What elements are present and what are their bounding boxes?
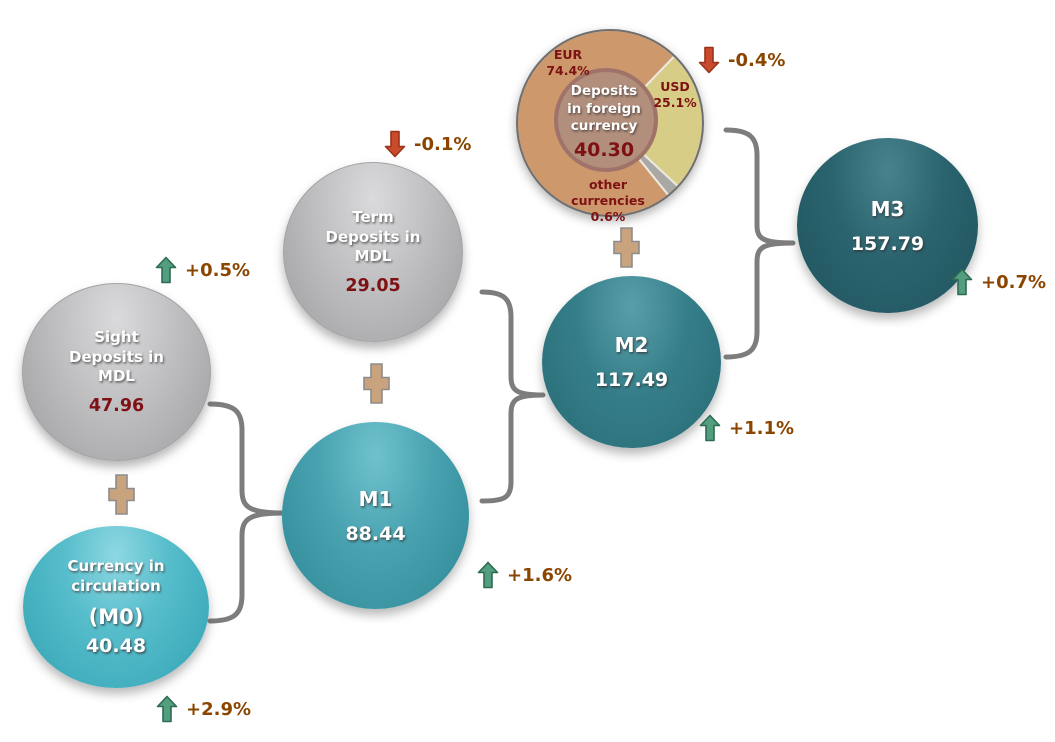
- change-indicator-sight-deposits: +0.5%: [155, 256, 250, 284]
- up-arrow-icon: [155, 256, 177, 284]
- other-currencies-percent: 0.6%: [590, 209, 626, 224]
- plus-icon: [363, 363, 390, 404]
- title-line: currency: [570, 118, 638, 135]
- sight-deposits-value: 47.96: [88, 396, 145, 417]
- title-line: Deposits in: [325, 227, 421, 246]
- change-indicator-m1: +1.6%: [477, 561, 572, 589]
- term-deposits-value: 29.05: [345, 276, 401, 297]
- eur-slice-label: EUR 74.4%: [541, 47, 595, 79]
- sight-deposits-node: Sight Deposits in MDL 47.96: [22, 283, 211, 461]
- title-line: Currency in: [67, 556, 165, 575]
- change-value: +1.6%: [507, 564, 573, 586]
- eur-label: EUR: [553, 47, 583, 62]
- m0-title: Currency in circulation: [67, 557, 164, 597]
- up-arrow-icon: [477, 561, 499, 589]
- title-line: Deposits: [570, 83, 638, 100]
- title-line: Term: [352, 207, 394, 226]
- m1-label: M1: [358, 486, 393, 511]
- change-value: -0.1%: [414, 133, 472, 155]
- change-indicator-m3: +0.7%: [951, 268, 1046, 296]
- foreign-deposits-value: 40.30: [573, 138, 635, 161]
- down-arrow-icon: [384, 130, 406, 158]
- change-value: +2.9%: [186, 698, 252, 720]
- change-value: -0.4%: [728, 49, 786, 71]
- plus-icon: [108, 474, 135, 515]
- m3-node: M3 157.79: [797, 138, 978, 313]
- m0-node: Currency in circulation (M0) 40.48: [23, 526, 209, 688]
- brace-foreign-m2-to-m3: [723, 127, 796, 360]
- change-indicator-term-deposits: -0.1%: [384, 130, 471, 158]
- other-currencies-label: other currencies: [571, 177, 645, 208]
- title-line: Sight: [94, 327, 139, 346]
- sight-deposits-title: Sight Deposits in MDL: [69, 328, 164, 387]
- foreign-currency-donut-chart: [516, 29, 704, 218]
- brace-m0-sight-to-m1: [207, 401, 286, 624]
- usd-percent: 25.1%: [653, 95, 697, 110]
- title-line: MDL: [354, 247, 392, 266]
- title-line: MDL: [98, 367, 135, 386]
- eur-percent: 74.4%: [546, 63, 590, 78]
- title-line: Deposits in: [69, 347, 164, 366]
- m3-label: M3: [870, 196, 905, 221]
- usd-slice-label: USD 25.1%: [649, 79, 701, 111]
- foreign-deposits-center: Deposits in foreign currency 40.30: [552, 73, 656, 171]
- term-deposits-title: Term Deposits in MDL: [326, 208, 421, 267]
- change-value: +1.1%: [729, 417, 795, 439]
- m2-value: 117.49: [594, 369, 669, 391]
- usd-label: USD: [660, 79, 690, 94]
- change-indicator-m2: +1.1%: [699, 414, 794, 442]
- title-line: circulation: [71, 576, 161, 595]
- donut-outline: [516, 29, 704, 217]
- change-value: +0.5%: [185, 259, 251, 281]
- m2-node: M2 117.49: [542, 276, 721, 448]
- m1-node: M1 88.44: [282, 422, 469, 609]
- down-arrow-icon: [698, 46, 720, 74]
- m3-value: 157.79: [850, 232, 925, 255]
- other-currencies-slice-label: other currencies 0.6%: [551, 177, 665, 225]
- donut-center-circle: [554, 68, 658, 172]
- up-arrow-icon: [699, 414, 721, 442]
- m2-label: M2: [614, 333, 649, 357]
- m0-value: 40.48: [85, 635, 147, 658]
- brace-term-m1-to-m2: [479, 289, 546, 504]
- change-indicator-foreign-deposits: -0.4%: [698, 46, 785, 74]
- m0-code: (M0): [88, 605, 144, 630]
- title-line: in foreign: [567, 100, 641, 117]
- plus-icon: [613, 227, 640, 268]
- change-indicator-m0: +2.9%: [156, 695, 251, 723]
- up-arrow-icon: [156, 695, 178, 723]
- change-value: +0.7%: [981, 271, 1047, 293]
- m1-value: 88.44: [345, 522, 406, 545]
- up-arrow-icon: [951, 268, 973, 296]
- term-deposits-node: Term Deposits in MDL 29.05: [283, 162, 463, 342]
